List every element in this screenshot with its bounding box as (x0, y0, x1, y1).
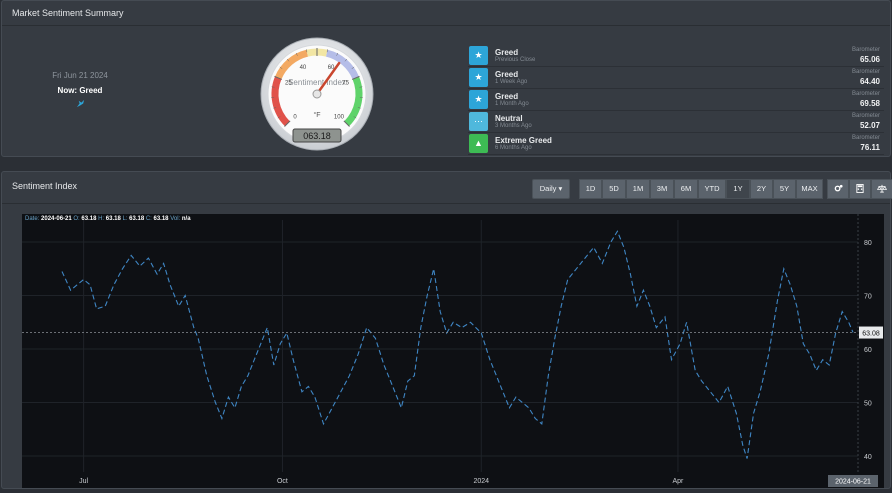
row-sub: 3 Months Ago (495, 123, 532, 129)
x-tick-label: Oct (277, 478, 288, 485)
settings-button[interactable] (827, 179, 849, 199)
legend-high: 63.18 (106, 216, 121, 222)
row-barometer-label: Barometer (852, 69, 880, 75)
interval-label: Daily (540, 184, 557, 193)
thumbs-icon: ▲ (469, 134, 488, 153)
range-max-button[interactable]: MAX (796, 179, 823, 199)
legend-close: 63.18 (154, 216, 169, 222)
history-row-previous-close[interactable]: ★ Greed Previous Close Barometer 65.06 (468, 45, 884, 67)
legend-low: 63.18 (129, 216, 144, 222)
range-5d-button[interactable]: 5D (602, 179, 626, 199)
row-value: 64.40 (860, 77, 880, 86)
gauge-unit: °F (313, 111, 320, 119)
history-row-6-months[interactable]: ▲ Extreme Greed 6 Months Ago Barometer 7… (468, 133, 884, 155)
y-tick-label: 80 (864, 240, 872, 247)
range-3m-button[interactable]: 3M (650, 179, 674, 199)
range-6m-button[interactable]: 6M (674, 179, 698, 199)
gauge-title: Sentiment Index (288, 78, 346, 87)
last-date-label: 2024-06-21 (835, 479, 871, 486)
row-barometer-label: Barometer (852, 47, 880, 53)
history-row-1-month[interactable]: ★ Greed 1 Month Ago Barometer 69.58 (468, 89, 884, 111)
range-1m-button[interactable]: 1M (626, 179, 650, 199)
row-value: 65.06 (860, 55, 880, 64)
row-barometer-label: Barometer (852, 91, 880, 97)
gauge-tick-label: 25 (285, 81, 292, 87)
row-barometer-label: Barometer (852, 135, 880, 141)
summary-title: Market Sentiment Summary (2, 1, 890, 26)
calculator-button[interactable] (849, 179, 871, 199)
ohlc-legend: Date: 2024-06-21 O: 63.18 H: 63.18 L: 63… (25, 216, 191, 222)
x-tick-label: 2024 (473, 478, 489, 485)
current-sentiment: Fri Jun 21 2024 Now: Greed (32, 71, 128, 113)
y-tick-label: 50 (864, 400, 872, 407)
legend-c-label: C: (146, 216, 152, 222)
range-2y-button[interactable]: 2Y (750, 179, 773, 199)
row-sub: 1 Week Ago (495, 79, 527, 85)
gauge-tick-label: 40 (300, 65, 307, 71)
bull-icon: ★ (469, 46, 488, 65)
history-list: ★ Greed Previous Close Barometer 65.06 ★… (468, 45, 884, 155)
legend-l-label: L: (122, 216, 127, 222)
x-tick-label: Jul (79, 478, 88, 485)
sentiment-chart[interactable]: Date: 2024-06-21 O: 63.18 H: 63.18 L: 63… (22, 214, 884, 488)
row-barometer-label: Barometer (852, 113, 880, 119)
row-label: Extreme Greed (495, 136, 552, 145)
row-label: Neutral (495, 114, 523, 123)
calculator-icon (856, 184, 864, 193)
row-label: Greed (495, 92, 518, 101)
sentiment-summary-panel: Market Sentiment Summary Fri Jun 21 2024… (1, 0, 891, 157)
row-sub: 1 Month Ago (495, 101, 529, 107)
legend-date-label: Date: (25, 216, 39, 222)
row-sub: Previous Close (495, 57, 535, 63)
interval-button[interactable]: Daily ▾ (532, 179, 570, 199)
legend-vol-label: Vol: (170, 216, 180, 222)
bull-icon (76, 99, 85, 110)
range-1d-button[interactable]: 1D (579, 179, 602, 199)
range-ytd-button[interactable]: YTD (698, 179, 726, 199)
last-value-label: 63.08 (862, 331, 880, 338)
legend-open: 63.18 (81, 216, 96, 222)
legend-o-label: O: (73, 216, 79, 222)
series-line-0 (62, 231, 853, 458)
y-tick-label: 40 (864, 454, 872, 461)
bull-icon: ★ (469, 68, 488, 87)
gauge-readout: 063.18 (303, 131, 331, 141)
row-label: Greed (495, 70, 518, 79)
gauge-tick-label: 75 (342, 81, 349, 87)
row-value: 52.07 (860, 121, 880, 130)
dots-icon: ··· (469, 112, 488, 131)
y-tick-label: 70 (864, 294, 872, 301)
y-tick-label: 60 (864, 347, 872, 354)
current-label: Now: Greed (32, 86, 128, 95)
row-value: 76.11 (860, 143, 880, 152)
settings-icon (834, 184, 843, 193)
legend-h-label: H: (98, 216, 104, 222)
caret-down-icon: ▾ (559, 184, 563, 193)
row-label: Greed (495, 48, 518, 57)
gauge-tick-label: 100 (334, 114, 345, 120)
range-1y-button[interactable]: 1Y (726, 179, 750, 199)
balance-button[interactable] (871, 179, 892, 199)
legend-date: 2024-06-21 (41, 216, 72, 222)
balance-icon (877, 184, 887, 193)
row-value: 69.58 (860, 99, 880, 108)
sentiment-index-panel: Sentiment Index Daily ▾ 1D 5D 1M 3M 6M Y… (1, 171, 891, 489)
chart-canvas: 40 50 60 70 80 Jul Oct 2024 Apr 63.08 2024-06-21 (22, 214, 884, 488)
bull-icon: ★ (469, 90, 488, 109)
history-row-1-week[interactable]: ★ Greed 1 Week Ago Barometer 64.40 (468, 67, 884, 89)
legend-volume: n/a (182, 216, 191, 222)
row-sub: 6 Months Ago (495, 145, 532, 151)
current-date: Fri Jun 21 2024 (32, 71, 128, 80)
range-5y-button[interactable]: 5Y (773, 179, 796, 199)
x-tick-label: Apr (672, 478, 684, 485)
history-row-3-months[interactable]: ··· Neutral 3 Months Ago Barometer 52.07 (468, 111, 884, 133)
